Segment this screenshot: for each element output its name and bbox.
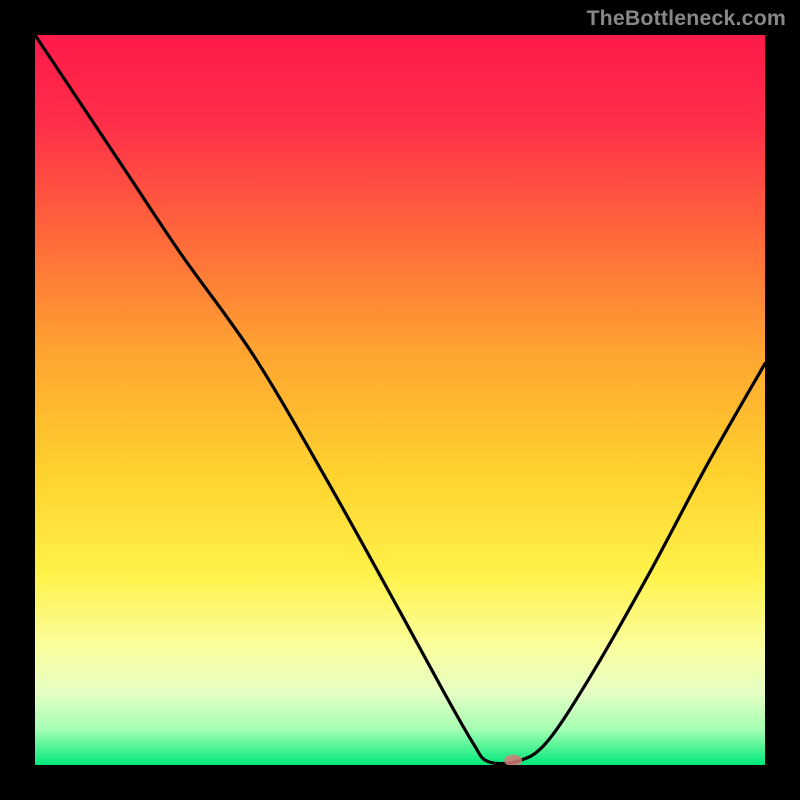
optimal-point-marker xyxy=(504,755,522,767)
watermark-text: TheBottleneck.com xyxy=(586,6,786,31)
bottleneck-chart: TheBottleneck.com xyxy=(0,0,800,800)
chart-plot-background xyxy=(35,35,765,765)
chart-svg xyxy=(0,0,800,800)
